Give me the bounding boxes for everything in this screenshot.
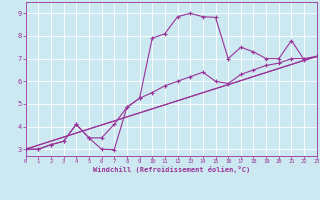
X-axis label: Windchill (Refroidissement éolien,°C): Windchill (Refroidissement éolien,°C) [92,166,250,173]
